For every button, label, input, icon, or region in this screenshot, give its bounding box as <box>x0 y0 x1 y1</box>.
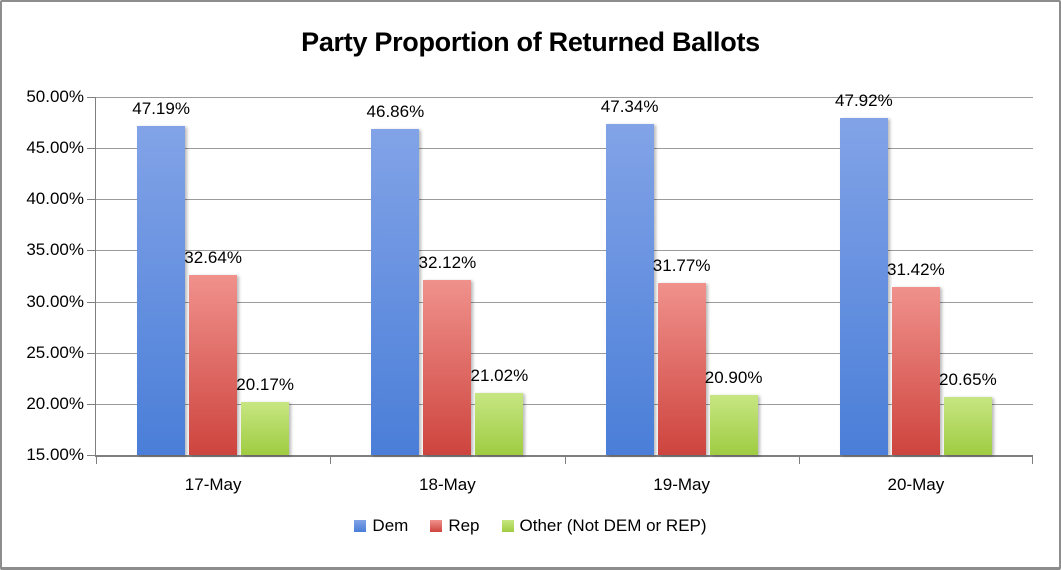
y-axis-label: 35.00% <box>26 240 84 260</box>
x-axis-label: 17-May <box>184 475 242 494</box>
legend: Dem Rep Other (Not DEM or REP) <box>2 516 1059 536</box>
bar-dem <box>605 124 654 455</box>
chart-title: Party Proportion of Returned Ballots <box>301 27 760 57</box>
legend-item-other: Other (Not DEM or REP) <box>501 516 707 536</box>
bar-other <box>709 394 758 455</box>
x-axis-label: 20-May <box>887 475 945 494</box>
value-label: 47.92% <box>835 91 893 111</box>
bar-other <box>475 393 524 455</box>
y-axis-tick <box>87 199 96 201</box>
category-tick <box>330 455 332 464</box>
legend-item-dem: Dem <box>354 516 408 536</box>
y-axis-label: 15.00% <box>26 445 84 464</box>
y-axis-label: 30.00% <box>26 291 84 311</box>
category-tick <box>96 455 97 464</box>
plot-area: 50.00% 45.00% 40.00% 35.00% 30.00% 25.00% 20.0… <box>26 87 1033 494</box>
value-label: 31.77% <box>652 256 711 276</box>
legend-swatch-rep <box>430 520 443 532</box>
x-axis-label: 18-May <box>419 475 476 494</box>
value-label: 47.34% <box>600 97 659 117</box>
gridline <box>96 250 1033 252</box>
gridline <box>96 352 1033 354</box>
y-axis-tick <box>87 352 96 354</box>
legend-swatch-dem <box>354 520 367 532</box>
value-label: 21.02% <box>470 366 529 386</box>
gridline <box>96 199 1033 201</box>
y-axis-label: 50.00% <box>26 87 84 106</box>
category-tick <box>1032 455 1033 464</box>
gridline <box>96 301 1033 303</box>
value-label: 31.42% <box>887 260 945 280</box>
y-axis-label: 25.00% <box>26 342 84 362</box>
bar-rep <box>657 283 706 455</box>
gridline <box>96 148 1033 150</box>
value-label: 20.90% <box>704 367 763 387</box>
bar-dem <box>137 125 186 455</box>
gridline <box>96 403 1033 405</box>
category-tick <box>798 455 800 464</box>
bar-dem <box>371 129 420 455</box>
y-axis-label: 45.00% <box>26 138 84 158</box>
bar-rep <box>189 274 238 455</box>
category-tick <box>564 455 566 464</box>
legend-label-rep: Rep <box>448 516 480 535</box>
value-label: 20.65% <box>939 370 997 390</box>
value-label: 47.19% <box>132 98 190 118</box>
y-axis-tick <box>87 97 96 98</box>
value-label: 32.64% <box>184 247 242 267</box>
legend-label-other: Other (Not DEM or REP) <box>519 516 707 535</box>
gridline <box>96 97 1033 98</box>
y-axis-label: 40.00% <box>26 189 84 209</box>
legend-swatch-other <box>501 520 514 532</box>
bar-rep <box>423 279 472 455</box>
legend-label-dem: Dem <box>372 516 409 535</box>
x-axis-label: 19-May <box>653 475 710 494</box>
value-label: 46.86% <box>366 102 425 122</box>
value-label: 32.12% <box>418 252 477 272</box>
bar-dem <box>839 118 888 455</box>
bar-other <box>241 402 290 455</box>
y-axis-tick <box>87 403 96 405</box>
legend-item-rep: Rep <box>430 516 480 536</box>
y-axis-tick <box>87 455 96 456</box>
y-axis-label: 20.00% <box>26 393 84 413</box>
value-label: 20.17% <box>236 375 294 395</box>
y-axis-tick <box>87 301 96 303</box>
bar-rep <box>891 287 940 455</box>
y-axis-tick <box>87 148 96 150</box>
y-axis-tick <box>87 250 96 252</box>
bar-other <box>943 397 992 455</box>
